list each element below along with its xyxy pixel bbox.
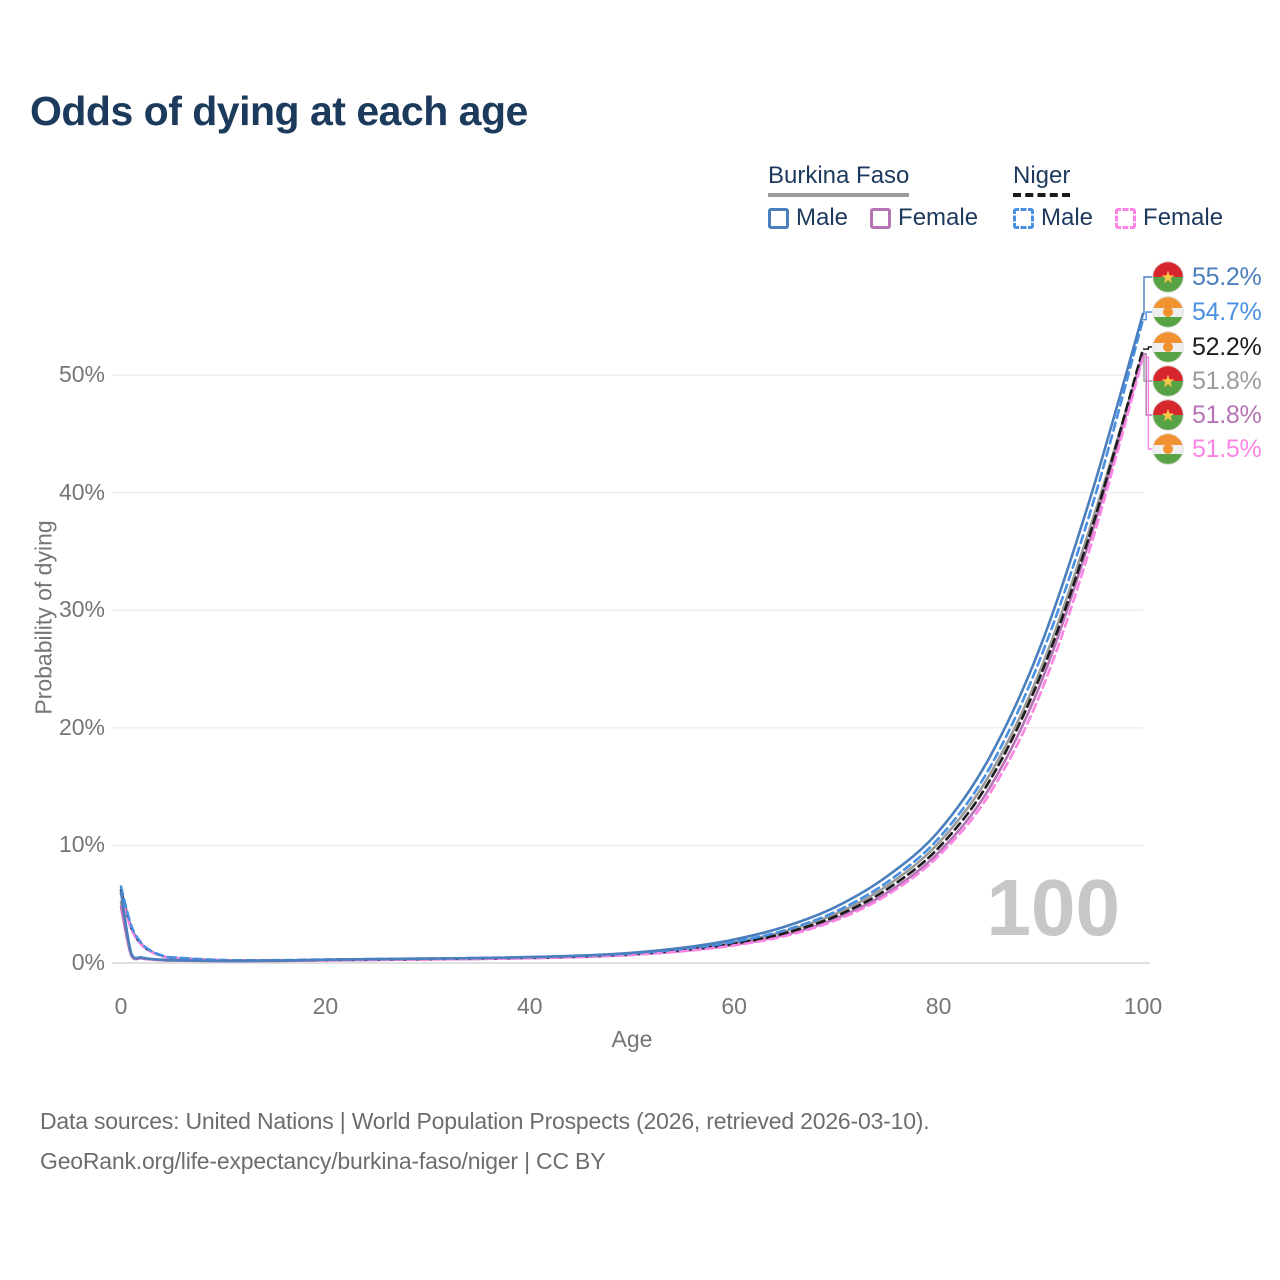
leader-line-bf-male — [1143, 276, 1152, 315]
legend-item-label: Female — [898, 204, 979, 231]
end-label-niger-female: 51.5% — [1152, 433, 1262, 465]
footer-line-2: GeoRank.org/life-expectancy/burkina-faso… — [40, 1148, 606, 1174]
x-tick-label-20: 20 — [312, 993, 339, 1019]
x-tick-label-40: 40 — [517, 993, 543, 1019]
end-label-value-niger-male: 54.7% — [1192, 297, 1262, 326]
y-tick-label-30%: 30% — [58, 596, 105, 623]
age-watermark: 100 — [986, 863, 1120, 952]
end-label-niger-male: 54.7% — [1152, 296, 1262, 328]
flag-niger-icon — [1152, 433, 1184, 465]
flag-burkina-faso-icon — [1152, 399, 1184, 431]
legend-swatch-icon-burkina-faso-male — [768, 207, 789, 229]
flag-niger-icon — [1152, 296, 1184, 328]
y-tick-label-50%: 50% — [58, 361, 105, 387]
legend-item-burkina-faso-female[interactable]: Female — [870, 204, 978, 232]
end-label-value-bf-both: 51.8% — [1192, 366, 1262, 395]
end-label-value-niger-both: 52.2% — [1192, 332, 1262, 361]
legend-item-label: Female — [1143, 204, 1224, 231]
end-label-value-niger-female: 51.5% — [1192, 434, 1262, 463]
page-title: Odds of dying at each age — [30, 88, 528, 134]
x-tick-label-100: 100 — [1123, 993, 1163, 1019]
legend-swatch-icon-niger-female — [1115, 207, 1137, 229]
legend-items: Male Female — [768, 204, 978, 232]
x-axis-title: Age — [611, 1026, 653, 1052]
legend-group-burkina-faso: Burkina Faso Male Female — [768, 162, 978, 232]
legend-group-niger: Niger Male Female — [1013, 162, 1223, 232]
end-label-bf-female: 51.8% — [1152, 399, 1262, 431]
flag-niger-icon — [1152, 331, 1184, 363]
legend-swatch-icon-burkina-faso-female — [870, 207, 892, 229]
x-tick-label-60: 60 — [721, 993, 747, 1019]
y-tick-label-0%: 0% — [71, 949, 105, 975]
leader-line-niger-female — [1143, 356, 1152, 450]
legend-heading-niger: Niger — [1013, 162, 1071, 197]
footer-line-1: Data sources: United Nations | World Pop… — [40, 1108, 930, 1134]
series-line-niger-male — [119, 318, 1145, 962]
series-line-bf-male — [119, 312, 1145, 963]
legend-item-niger-female[interactable]: Female — [1115, 204, 1223, 232]
end-label-bf-male: 55.2% — [1152, 261, 1262, 293]
legend-items: Male Female — [1013, 204, 1223, 232]
leader-line-niger-male — [1143, 311, 1152, 321]
legend-item-burkina-faso-male[interactable]: Male — [768, 204, 848, 232]
y-tick-label-10%: 10% — [58, 831, 105, 858]
leader-line-niger-both — [1143, 346, 1152, 350]
x-tick-label-0: 0 — [114, 993, 128, 1019]
y-tick-label-20%: 20% — [58, 713, 105, 740]
flag-burkina-faso-icon — [1152, 365, 1184, 397]
y-tick-label-40%: 40% — [58, 478, 105, 505]
legend-swatch-icon-niger-male — [1013, 207, 1034, 229]
legend-item-niger-male[interactable]: Male — [1013, 204, 1093, 232]
end-label-value-bf-female: 51.8% — [1192, 400, 1262, 429]
end-label-bf-both: 51.8% — [1152, 365, 1262, 397]
legend-heading-burkina-faso: Burkina Faso — [768, 162, 910, 197]
legend-item-label: Male — [796, 204, 849, 231]
end-label-value-bf-male: 55.2% — [1192, 262, 1262, 291]
legend-item-label: Male — [1041, 204, 1094, 231]
end-label-niger-both: 52.2% — [1152, 331, 1262, 363]
flag-burkina-faso-icon — [1152, 261, 1184, 293]
x-tick-label-80: 80 — [925, 993, 952, 1019]
